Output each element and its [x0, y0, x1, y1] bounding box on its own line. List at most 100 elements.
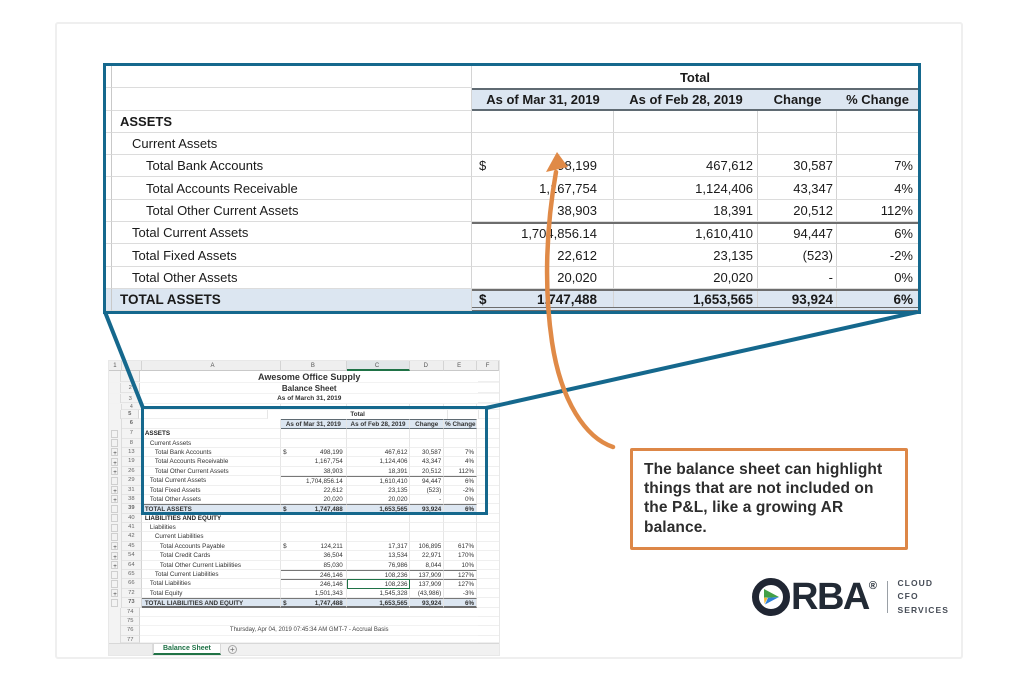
table-row: Total Other Assets 20,020 20,020 - 0%: [106, 266, 918, 289]
value-pct-change: [837, 111, 918, 132]
sheet-footer-row: 77: [109, 635, 499, 643]
account-label: Total Credit Cards: [141, 551, 282, 561]
column-header-strip: 1 A B C D E F: [109, 361, 499, 371]
outline-expand-button[interactable]: [111, 523, 119, 532]
outline-expand-button[interactable]: +: [111, 542, 119, 552]
value-change: (523): [410, 485, 445, 495]
outline-expand-button[interactable]: +: [111, 457, 119, 467]
value-pct-change: 127%: [444, 579, 478, 589]
value-change: 137,909: [410, 579, 445, 589]
add-sheet-button[interactable]: +: [227, 644, 237, 654]
value-mar: 1,167,754: [539, 180, 597, 196]
account-label: Total Liabilities: [141, 579, 282, 589]
outline-expand-button[interactable]: +: [111, 589, 119, 599]
table-row: TOTAL ASSETS $1,747,488 1,653,565 93,924…: [106, 288, 918, 312]
value-pct-change: 4%: [894, 180, 913, 196]
outline-expand-button[interactable]: +: [111, 486, 119, 496]
value-mar: 1,704,856.14: [521, 226, 597, 242]
account-label: Current Liabilities: [141, 532, 282, 542]
value-feb: 17,317: [346, 541, 411, 552]
value-pct-change: 112%: [880, 202, 913, 218]
outline-expand-button[interactable]: +: [111, 551, 119, 561]
value-change: 93,924: [410, 598, 445, 608]
value-change: 8,044: [410, 560, 445, 571]
value-pct-change: [837, 133, 918, 154]
col-letter-f[interactable]: F: [477, 361, 499, 371]
value-pct-change: 6%: [444, 476, 478, 486]
sheet-row: 73 TOTAL LIABILITIES AND EQUITY $1,747,4…: [109, 598, 499, 608]
value-change: 30,587: [410, 447, 445, 458]
value-change: [410, 532, 445, 542]
row-number: 42: [121, 532, 142, 542]
value-feb: 108,236: [346, 570, 411, 580]
value-mar: 20,020: [323, 495, 343, 503]
row-number: 38: [121, 494, 142, 505]
sheet-row: 42 Current Liabilities: [109, 532, 499, 542]
col-letter-d[interactable]: D: [410, 361, 445, 371]
row-number: 29: [121, 476, 142, 486]
value-change: [758, 110, 837, 132]
row-number: 1: [121, 371, 141, 382]
account-label: Current Assets: [141, 438, 282, 448]
outline-expand-button[interactable]: [111, 476, 119, 485]
sheet-title-text: As of March 31, 2019: [277, 395, 342, 402]
col-letter-c[interactable]: C: [346, 361, 411, 371]
row-number: 54: [121, 551, 142, 561]
outline-level-button[interactable]: 1: [109, 361, 122, 371]
col-letter-a[interactable]: A: [141, 361, 282, 371]
outline-expand-button[interactable]: [111, 439, 119, 448]
row-number: 31: [121, 485, 142, 495]
row-number: 66: [121, 579, 142, 589]
col-header-pct-change: % Change: [846, 91, 909, 107]
value-pct-change: [444, 532, 478, 542]
value-pct-change: 7%: [894, 158, 913, 174]
sheet-body-rows: 7 ASSETS 8 Current Assets: [109, 429, 499, 608]
sheet-footer-rows: 74 75 76 Thursday, Apr 04, 2019 07:45:34…: [109, 607, 499, 643]
outline-expand-button[interactable]: [111, 579, 119, 588]
account-label: Total Accounts Receivable: [141, 457, 282, 467]
outline-expand-button[interactable]: [111, 570, 119, 579]
value-change: 20,512: [410, 466, 445, 477]
outline-expand-button[interactable]: [111, 504, 119, 513]
value-change: 94,447: [758, 224, 837, 244]
account-label: Liabilities: [141, 523, 282, 533]
value-pct-change: 0%: [894, 269, 913, 285]
value-feb: 1,610,410: [346, 476, 411, 486]
value-feb: [346, 532, 411, 542]
outline-expand-button[interactable]: +: [111, 448, 119, 458]
col-letter-b[interactable]: B: [281, 361, 347, 371]
row-label: Current Assets: [112, 132, 472, 156]
value-feb: 18,391: [346, 466, 411, 477]
outline-expand-button[interactable]: [111, 598, 119, 607]
outline-expand-button[interactable]: +: [111, 495, 119, 505]
value-change: 106,895: [410, 541, 445, 552]
outline-expand-button[interactable]: [111, 532, 119, 541]
value-change: (43,986): [410, 588, 445, 599]
sheet-row: + 72 Total Equity 1,501,343 1,545,328 (4…: [109, 588, 499, 599]
value-mar: 38,903: [557, 202, 597, 218]
row-number: 39: [121, 504, 142, 514]
value-mar: 498,199: [550, 158, 597, 174]
outline-expand-button[interactable]: +: [111, 467, 119, 477]
callout-text: The balance sheet can highlight things t…: [644, 461, 883, 536]
sheet-tab-balance-sheet[interactable]: Balance Sheet: [153, 643, 221, 655]
value-pct-change: -2%: [889, 247, 913, 263]
value-feb: 20,020: [614, 266, 758, 288]
table-row: ASSETS: [106, 110, 918, 133]
value-pct-change: 6%: [893, 291, 913, 307]
select-all-corner[interactable]: [121, 361, 142, 371]
sheet-row: + 45 Total Accounts Payable $124,211 17,…: [109, 541, 499, 552]
col-letter-e[interactable]: E: [444, 361, 478, 371]
sheet-row: + 31 Total Fixed Assets 22,612 23,135 (5…: [109, 485, 499, 496]
row-number: 75: [121, 617, 141, 627]
outline-expand-button[interactable]: [111, 429, 119, 438]
row-label: Total Current Assets: [112, 222, 472, 245]
dollar-sign: $: [479, 291, 487, 307]
row-label: Total Other Assets: [112, 266, 472, 289]
outline-expand-button[interactable]: [111, 514, 119, 523]
sheet-row: 41 Liabilities: [109, 523, 499, 533]
outline-expand-button[interactable]: +: [111, 561, 119, 571]
sheet-row: + 38 Total Other Assets 20,020 20,020 - …: [109, 494, 499, 505]
value-feb: 1,545,328: [346, 588, 411, 599]
value-change: -: [410, 494, 445, 505]
